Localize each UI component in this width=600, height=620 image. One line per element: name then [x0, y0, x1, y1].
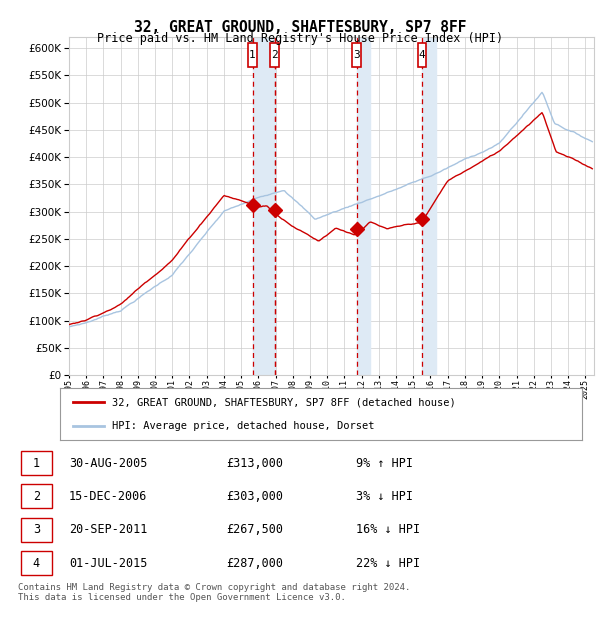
Text: 30-AUG-2005: 30-AUG-2005	[69, 456, 147, 469]
Text: 4: 4	[33, 557, 40, 570]
Text: 3: 3	[33, 523, 40, 536]
FancyBboxPatch shape	[21, 484, 52, 508]
Text: 15-DEC-2006: 15-DEC-2006	[69, 490, 147, 503]
Text: £267,500: £267,500	[227, 523, 284, 536]
FancyBboxPatch shape	[271, 43, 279, 66]
Text: Contains HM Land Registry data © Crown copyright and database right 2024.
This d: Contains HM Land Registry data © Crown c…	[18, 583, 410, 602]
Text: 1: 1	[33, 456, 40, 469]
Text: HPI: Average price, detached house, Dorset: HPI: Average price, detached house, Dors…	[112, 422, 374, 432]
Text: 3% ↓ HPI: 3% ↓ HPI	[356, 490, 413, 503]
FancyBboxPatch shape	[21, 518, 52, 542]
Text: 2: 2	[33, 490, 40, 503]
Text: 4: 4	[418, 50, 425, 60]
Text: 16% ↓ HPI: 16% ↓ HPI	[356, 523, 421, 536]
Text: 1: 1	[249, 50, 256, 60]
Text: 9% ↑ HPI: 9% ↑ HPI	[356, 456, 413, 469]
Text: 32, GREAT GROUND, SHAFTESBURY, SP7 8FF: 32, GREAT GROUND, SHAFTESBURY, SP7 8FF	[134, 20, 466, 35]
FancyBboxPatch shape	[352, 43, 361, 66]
Text: £313,000: £313,000	[227, 456, 284, 469]
Text: 3: 3	[353, 50, 360, 60]
FancyBboxPatch shape	[418, 43, 426, 66]
FancyBboxPatch shape	[248, 43, 257, 66]
Bar	[253, 37, 275, 375]
Text: 2: 2	[271, 50, 278, 60]
Text: 22% ↓ HPI: 22% ↓ HPI	[356, 557, 421, 570]
Text: 01-JUL-2015: 01-JUL-2015	[69, 557, 147, 570]
Text: 32, GREAT GROUND, SHAFTESBURY, SP7 8FF (detached house): 32, GREAT GROUND, SHAFTESBURY, SP7 8FF (…	[112, 397, 456, 407]
Bar	[422, 37, 436, 375]
Text: £287,000: £287,000	[227, 557, 284, 570]
Text: £303,000: £303,000	[227, 490, 284, 503]
FancyBboxPatch shape	[21, 451, 52, 475]
FancyBboxPatch shape	[21, 551, 52, 575]
Text: 20-SEP-2011: 20-SEP-2011	[69, 523, 147, 536]
Text: Price paid vs. HM Land Registry's House Price Index (HPI): Price paid vs. HM Land Registry's House …	[97, 32, 503, 45]
Bar	[357, 37, 370, 375]
